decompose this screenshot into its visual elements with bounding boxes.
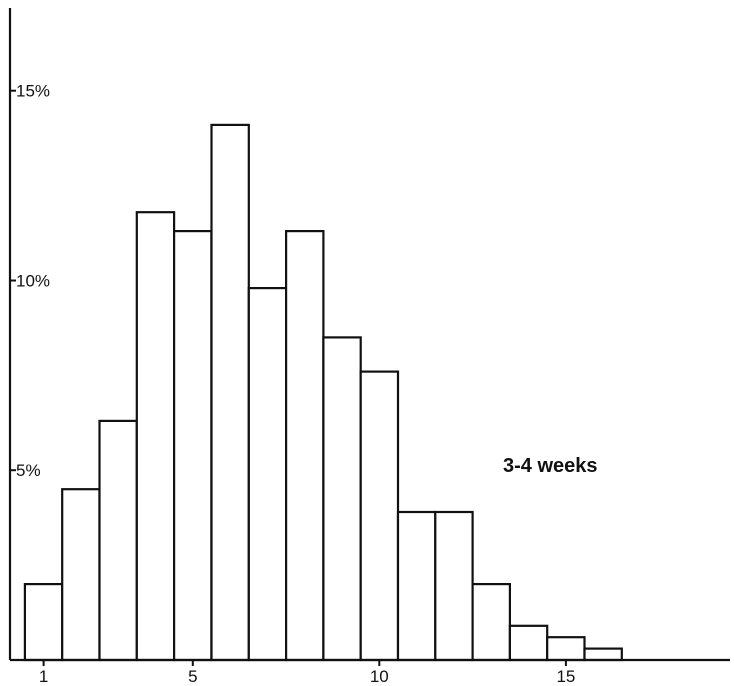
bar-15	[546, 636, 586, 662]
y-tick-label-5: 5%	[16, 461, 41, 480]
bar-2	[61, 488, 101, 662]
x-tick-label-10: 10	[370, 667, 389, 686]
bar-1	[23, 582, 64, 662]
bars-group	[23, 123, 623, 662]
bar-13	[471, 582, 512, 662]
bar-4	[135, 211, 176, 662]
bar-9	[322, 336, 362, 662]
bar-12	[434, 510, 474, 662]
bar-10	[359, 370, 400, 662]
bar-14	[508, 624, 549, 662]
bar-8	[285, 230, 325, 662]
x-tick-label-5: 5	[188, 667, 197, 686]
x-ticks-group: 1 5 10 15	[39, 660, 575, 686]
x-tick-label-15: 15	[556, 667, 575, 686]
bar-6	[210, 123, 250, 662]
y-ticks-group: 5% 10% 15%	[10, 82, 50, 480]
bar-11	[396, 510, 437, 662]
bar-3	[98, 419, 138, 662]
bar-7	[247, 287, 288, 662]
bar-16	[583, 647, 623, 662]
annotation-label: 3-4 weeks	[503, 455, 598, 477]
bar-5	[173, 230, 213, 662]
y-tick-label-15: 15%	[16, 82, 50, 101]
y-tick-label-10: 10%	[16, 272, 50, 291]
x-tick-label-1: 1	[39, 667, 48, 686]
